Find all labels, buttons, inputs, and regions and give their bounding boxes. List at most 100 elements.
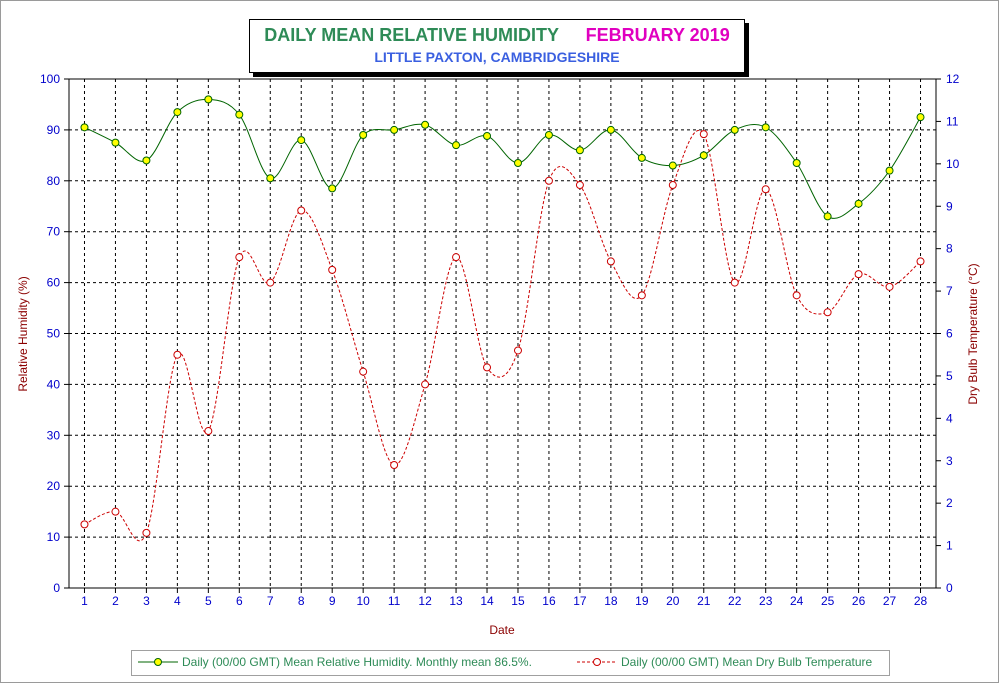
- data-point-humidity: [297, 136, 306, 145]
- data-point-temperature: [80, 520, 89, 529]
- data-point-humidity: [266, 174, 275, 183]
- x-tick-label: 9: [329, 594, 336, 608]
- right-tick-label: 11: [946, 114, 959, 128]
- right-tick-label: 3: [946, 454, 953, 468]
- data-point-humidity: [390, 125, 399, 134]
- data-point-temperature: [421, 380, 430, 389]
- x-tick-label: 11: [388, 594, 401, 608]
- left-tick-label: 20: [47, 479, 61, 493]
- right-tick-label: 0: [946, 581, 953, 595]
- data-point-humidity: [668, 161, 677, 170]
- grid: [69, 79, 936, 588]
- legend-item-temperature: Daily (00/00 GMT) Mean Dry Bulb Temperat…: [577, 655, 872, 669]
- chart-title-line: DAILY MEAN RELATIVE HUMIDITY FEBRUARY 20…: [250, 25, 744, 46]
- data-point-temperature: [266, 278, 275, 287]
- data-point-temperature: [854, 270, 863, 279]
- x-tick-label: 8: [298, 594, 305, 608]
- x-tick-label: 16: [542, 594, 556, 608]
- right-tick-label: 9: [946, 199, 953, 213]
- chart-title: DAILY MEAN RELATIVE HUMIDITY: [264, 25, 559, 45]
- data-point-humidity: [761, 123, 770, 132]
- data-point-temperature: [359, 367, 368, 376]
- data-point-temperature: [513, 346, 522, 355]
- x-tick-label: 17: [573, 594, 587, 608]
- x-tick-label: 20: [666, 594, 680, 608]
- right-tick-label: 1: [946, 539, 953, 553]
- legend: Daily (00/00 GMT) Mean Relative Humidity…: [131, 650, 890, 676]
- data-point-temperature: [699, 130, 708, 139]
- data-point-humidity: [359, 130, 368, 139]
- chart-title-month: FEBRUARY 2019: [585, 25, 730, 45]
- x-tick-label: 22: [728, 594, 742, 608]
- data-point-temperature: [173, 350, 182, 359]
- data-point-humidity: [792, 158, 801, 167]
- data-point-temperature: [452, 253, 461, 262]
- x-tick-label: 27: [883, 594, 897, 608]
- left-tick-label: 100: [40, 72, 60, 86]
- x-tick-label: 23: [759, 594, 773, 608]
- data-point-temperature: [730, 278, 739, 287]
- series-line-humidity: [84, 98, 921, 219]
- data-point-temperature: [111, 507, 120, 516]
- x-tick-label: 5: [205, 594, 212, 608]
- data-point-temperature: [761, 185, 770, 194]
- left-tick-label: 60: [47, 276, 61, 290]
- data-point-temperature: [668, 181, 677, 190]
- x-tick-label: 25: [821, 594, 835, 608]
- x-tick-label: 2: [112, 594, 119, 608]
- data-point-humidity: [606, 125, 615, 134]
- data-point-humidity: [513, 158, 522, 167]
- data-point-temperature: [637, 291, 646, 300]
- legend-swatch-humidity: [138, 658, 178, 666]
- x-tick-label: 18: [604, 594, 618, 608]
- data-point-temperature: [544, 176, 553, 185]
- data-point-temperature: [390, 460, 399, 469]
- data-point-humidity: [916, 113, 925, 122]
- data-point-humidity: [730, 125, 739, 134]
- x-tick-label: 19: [635, 594, 649, 608]
- data-point-temperature: [606, 257, 615, 266]
- data-point-temperature: [916, 257, 925, 266]
- data-point-humidity: [823, 212, 832, 221]
- x-tick-label: 28: [914, 594, 928, 608]
- data-point-temperature: [328, 265, 337, 274]
- x-tick-label: 26: [852, 594, 866, 608]
- data-point-humidity: [575, 146, 584, 155]
- x-tick-label: 6: [236, 594, 243, 608]
- chart-subtitle: LITTLE PAXTON, CAMBRIDGESHIRE: [374, 49, 620, 65]
- right-tick-label: 2: [946, 496, 953, 510]
- data-point-humidity: [544, 130, 553, 139]
- left-tick-label: 90: [47, 123, 61, 137]
- legend-label-humidity: Daily (00/00 GMT) Mean Relative Humidity…: [182, 655, 532, 669]
- x-tick-label: 3: [143, 594, 150, 608]
- x-tick-label: 24: [790, 594, 804, 608]
- data-point-humidity: [483, 132, 492, 141]
- legend-swatch-temperature: [577, 658, 617, 666]
- right-tick-label: 12: [946, 72, 960, 86]
- data-point-temperature: [823, 308, 832, 317]
- legend-label-temperature: Daily (00/00 GMT) Mean Dry Bulb Temperat…: [621, 655, 873, 669]
- data-point-humidity: [80, 123, 89, 132]
- x-tick-label: 15: [511, 594, 525, 608]
- left-tick-label: 80: [47, 174, 61, 188]
- data-point-humidity: [111, 138, 120, 147]
- series-line-temperature: [84, 130, 921, 542]
- right-tick-label: 5: [946, 369, 953, 383]
- right-tick-label: 10: [946, 157, 960, 171]
- data-point-humidity: [452, 141, 461, 150]
- data-point-temperature: [142, 528, 151, 537]
- data-point-temperature: [204, 427, 213, 436]
- x-tick-label: 13: [449, 594, 463, 608]
- left-tick-label: 10: [47, 530, 61, 544]
- right-tick-label: 7: [946, 284, 953, 298]
- x-axis-label: Date: [489, 623, 515, 637]
- data-point-temperature: [792, 291, 801, 300]
- data-point-temperature: [297, 206, 306, 215]
- data-point-humidity: [637, 153, 646, 162]
- left-axis-ticks: 0 10 20 30 40 50 60 70 80 90 100: [40, 72, 69, 595]
- left-tick-label: 30: [47, 428, 61, 442]
- data-point-temperature: [885, 282, 894, 291]
- x-tick-label: 12: [418, 594, 432, 608]
